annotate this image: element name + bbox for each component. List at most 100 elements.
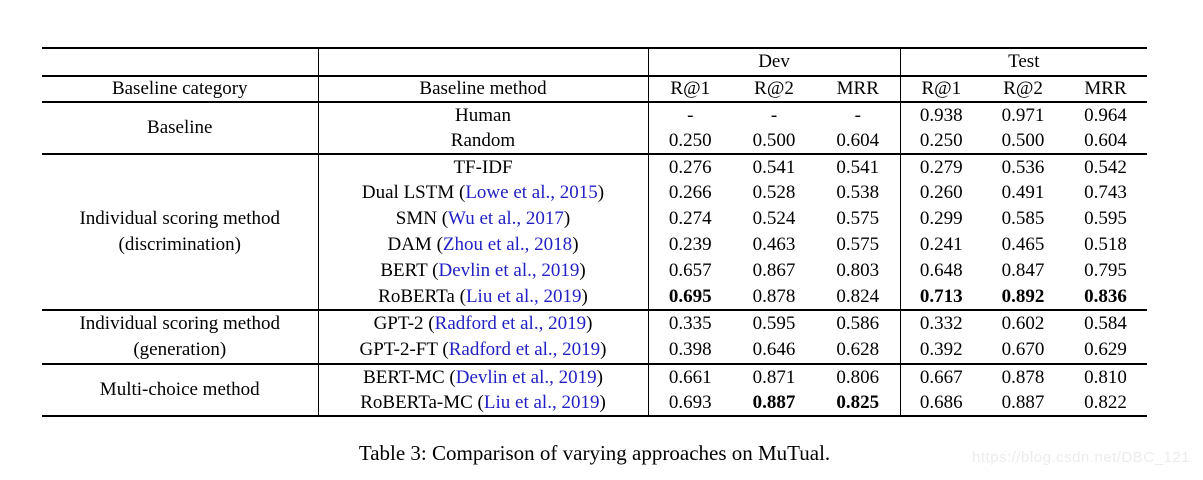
method-suffix: ) <box>600 339 607 360</box>
metric-value: 0.887 <box>1001 391 1045 413</box>
metric-value: 0.538 <box>816 180 901 206</box>
dev-group-header: Dev <box>648 48 901 76</box>
method-name: DAM ( <box>387 234 443 255</box>
metric-value: 0.541 <box>752 156 796 178</box>
metric-value: 0.887 <box>752 391 796 413</box>
table-row: BERT (Devlin et al., 2019) 0.657 0.867 0… <box>42 258 1147 284</box>
metric-value: 0.266 <box>668 182 712 203</box>
column-header-row: Baseline category Baseline method R@1 R@… <box>42 76 1148 102</box>
citation-link[interactable]: Zhou et al., 2018 <box>442 234 573 255</box>
method-suffix: ) <box>597 182 605 203</box>
method-suffix: ) <box>581 285 588 307</box>
citation-link[interactable]: Radford et al., 2019 <box>448 339 601 360</box>
section-generation: Individual scoring method (generation) G… <box>42 310 1148 364</box>
metric-value: 0.836 <box>1084 285 1127 307</box>
metric-value: 0.241 <box>919 234 963 255</box>
watermark-url: https://blog.csdn.net/DBC_121 <box>972 449 1190 466</box>
metric-value: 0.279 <box>919 156 963 178</box>
metric-value: 0.602 <box>1001 313 1045 334</box>
metric-value: 0.795 <box>1084 260 1127 281</box>
metric-value: 0.524 <box>752 208 796 229</box>
category-cell-generation: Individual scoring method (generation) <box>42 310 319 364</box>
metric-value: 0.518 <box>1084 234 1127 255</box>
table-row: Random 0.250 0.500 0.604 0.250 0.500 0.6… <box>42 128 1147 154</box>
method-column-header: Baseline method <box>318 76 649 102</box>
citation-link[interactable]: Liu et al., 2019 <box>483 391 600 413</box>
metric-value: 0.629 <box>1084 339 1127 360</box>
method-suffix: ) <box>596 366 603 388</box>
metric-value: 0.667 <box>919 366 963 388</box>
metric-value: 0.878 <box>1001 366 1045 388</box>
method-cell: GPT-2-FT (Radford et al., 2019) <box>318 337 649 364</box>
metric-value: - <box>816 102 901 128</box>
citation-link[interactable]: Devlin et al., 2019 <box>438 260 580 281</box>
metric-value: 0.398 <box>668 339 712 360</box>
method-name: BERT ( <box>380 260 439 281</box>
metric-value: 0.332 <box>919 313 963 334</box>
table-row: GPT-2-FT (Radford et al., 2019) 0.398 0.… <box>42 337 1147 364</box>
method-suffix: ) <box>599 391 606 413</box>
category-label: Individual scoring method <box>79 313 281 334</box>
table-row: Individual scoring method (discriminatio… <box>42 154 1147 310</box>
category-label: Individual scoring method <box>79 208 281 229</box>
metric-value: 0.584 <box>1084 313 1127 334</box>
results-table: Dev Test Baseline category Baseline meth… <box>42 47 1148 417</box>
section-baseline: Baseline Human - - - 0.938 0.971 0.964 R… <box>42 102 1148 154</box>
category-label: Baseline <box>147 117 213 138</box>
metric-value: 0.713 <box>919 285 963 307</box>
metric-value: 0.541 <box>816 154 901 180</box>
citation-link[interactable]: Liu et al., 2019 <box>465 285 582 307</box>
dev-mrr-header: MRR <box>816 76 901 102</box>
dev-r2-header: R@2 <box>754 78 794 99</box>
metric-value: 0.585 <box>1001 208 1045 229</box>
results-table-wrapper: Dev Test Baseline category Baseline meth… <box>42 47 1148 417</box>
citation-link[interactable]: Devlin et al., 2019 <box>455 366 597 388</box>
metric-value: 0.743 <box>1084 182 1127 203</box>
empty-method-header-cell <box>318 48 649 76</box>
table-row: SMN (Wu et al., 2017) 0.274 0.524 0.575 … <box>42 206 1147 232</box>
metric-value: 0.604 <box>816 128 901 154</box>
metric-value: 0.465 <box>1001 234 1045 255</box>
table-row: DAM (Zhou et al., 2018) 0.239 0.463 0.57… <box>42 232 1147 258</box>
citation-link[interactable]: Lowe et al., 2015 <box>465 182 598 203</box>
method-name: Random <box>450 129 516 151</box>
method-name: TF-IDF <box>453 156 513 178</box>
metric-value: 0.586 <box>816 310 901 337</box>
metric-value: 0.628 <box>816 337 901 364</box>
table-row: Individual scoring method (generation) G… <box>42 310 1147 364</box>
metric-value: 0.595 <box>1084 208 1127 229</box>
metric-value: 0.575 <box>816 232 901 258</box>
metric-value: 0.392 <box>919 339 963 360</box>
metric-value: 0.335 <box>668 313 712 334</box>
metric-value: - <box>770 104 778 126</box>
section-discrimination: Individual scoring method (discriminatio… <box>42 154 1148 310</box>
metric-value: 0.964 <box>1084 104 1127 126</box>
method-name: BERT-MC ( <box>363 366 456 388</box>
metric-value: 0.892 <box>1001 285 1045 307</box>
metric-value: 0.274 <box>668 208 712 229</box>
dev-r1-header: R@1 <box>670 78 711 99</box>
test-mrr-header: MRR <box>1084 78 1127 99</box>
method-cell: RoBERTa-MC (Liu et al., 2019) <box>318 390 649 416</box>
empty-category-header-cell <box>42 48 319 76</box>
metric-value: 0.806 <box>816 364 901 390</box>
category-cell-multichoice: Multi-choice method <box>42 364 319 416</box>
metric-value: 0.260 <box>919 182 963 203</box>
citation-link[interactable]: Wu et al., 2017 <box>448 208 564 229</box>
method-suffix: ) <box>572 234 579 255</box>
method-name: GPT-2 ( <box>373 313 435 334</box>
metric-value: 0.250 <box>919 129 963 151</box>
metric-value: 0.575 <box>816 206 901 232</box>
section-multichoice: Multi-choice method BERT-MC (Devlin et a… <box>42 364 1148 416</box>
table-row: RoBERTa-MC (Liu et al., 2019) 0.693 0.88… <box>42 390 1147 416</box>
metric-value: 0.536 <box>1001 156 1045 178</box>
metric-value: 0.528 <box>752 182 796 203</box>
metric-value: 0.646 <box>752 339 796 360</box>
table-row: Multi-choice method BERT-MC (Devlin et a… <box>42 364 1147 416</box>
method-cell: Human <box>318 102 649 128</box>
citation-link[interactable]: Radford et al., 2019 <box>434 313 587 334</box>
method-cell: DAM (Zhou et al., 2018) <box>318 232 649 258</box>
category-cell-discrimination: Individual scoring method (discriminatio… <box>42 154 319 310</box>
method-cell: Dual LSTM (Lowe et al., 2015) <box>318 180 649 206</box>
method-cell: SMN (Wu et al., 2017) <box>318 206 649 232</box>
